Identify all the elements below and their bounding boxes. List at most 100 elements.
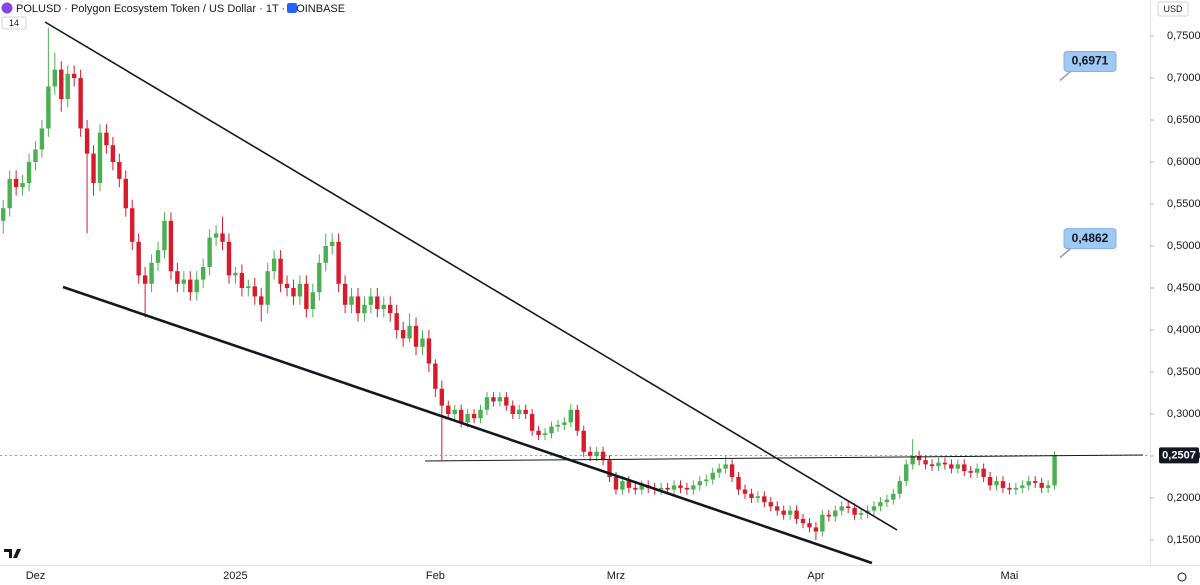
candle-body [394, 313, 399, 330]
x-tick-label: Feb [426, 570, 445, 582]
candle-body [162, 220, 167, 251]
candle-body [923, 460, 928, 465]
candle-body [974, 468, 980, 473]
currency-label: USD [1163, 4, 1183, 14]
x-tick-label: Mai [1001, 570, 1019, 582]
candle-body [742, 489, 748, 494]
candle-body [517, 409, 522, 414]
candle-body [304, 283, 309, 309]
candle-body [7, 178, 12, 209]
candle-body [1052, 455, 1057, 486]
y-tick-label: 0,7500 [1167, 30, 1200, 42]
candle-body [929, 464, 935, 467]
candle-body [259, 296, 264, 305]
candle-body [755, 496, 761, 498]
y-tick-label: 0,5500 [1167, 198, 1200, 210]
candle-body [181, 279, 187, 284]
candle-body [220, 233, 225, 242]
candle-body [20, 183, 25, 188]
settings-icon[interactable] [1177, 572, 1187, 582]
candle-body [271, 258, 277, 272]
candle-body [529, 413, 535, 431]
candle-body [684, 487, 690, 490]
candle-body [587, 451, 593, 456]
candle-body [678, 485, 683, 488]
candle-body [994, 481, 999, 486]
candle-body [284, 283, 290, 289]
candle-body [233, 272, 238, 276]
candle-body [342, 283, 348, 305]
candle-body [762, 496, 767, 503]
y-tick-label: 0,6000 [1167, 156, 1200, 168]
candle-body [768, 502, 773, 507]
annotation-box [1063, 50, 1117, 72]
candle-body [65, 73, 70, 100]
candle-body [117, 162, 122, 179]
candle-body [942, 462, 948, 465]
candle-body [826, 514, 832, 517]
candle-body [142, 275, 148, 284]
x-tick-label: Apr [807, 570, 824, 582]
candle-body [691, 485, 696, 490]
candle-body [749, 493, 754, 498]
currency-box[interactable] [1157, 1, 1189, 17]
candle-body [194, 279, 199, 293]
candle-body [794, 510, 799, 519]
candle-body [484, 397, 490, 410]
y-tick-label: 0,6500 [1167, 114, 1200, 126]
candle-body [904, 464, 909, 482]
candle-body [968, 471, 973, 473]
candle-body [175, 271, 180, 284]
candle-body [884, 499, 890, 503]
last-price-box [1159, 447, 1199, 464]
indicator-badge-box[interactable] [1, 16, 27, 30]
support-line [424, 454, 1144, 462]
candle-body [136, 241, 141, 276]
y-tick-label: 0,7000 [1167, 72, 1200, 84]
candle-body [388, 304, 393, 314]
flag-icon[interactable] [287, 3, 297, 13]
candle-body [433, 363, 438, 389]
candle-body [1039, 482, 1044, 488]
candle-body [291, 288, 296, 297]
candle-body [71, 73, 77, 79]
candle-body [575, 409, 580, 431]
annotation-label: 0,4862 [1072, 231, 1109, 245]
candle-body [594, 451, 599, 456]
candle-body [716, 468, 722, 473]
candle-body [852, 508, 857, 515]
candle-body [871, 506, 877, 511]
candle-body [729, 464, 735, 477]
candle-body [736, 476, 741, 490]
candle-body [542, 433, 548, 435]
candle-body [536, 430, 541, 435]
candle-body [465, 413, 470, 423]
candle-body [658, 487, 664, 490]
candle-body [1026, 481, 1031, 486]
candle-body [246, 286, 251, 289]
candle-body [278, 258, 283, 284]
candle-body [626, 481, 632, 488]
candle-body [188, 279, 193, 293]
candle-body [820, 514, 825, 532]
symbol-icon [1, 2, 13, 14]
candle-body [39, 128, 45, 150]
candle-body [981, 468, 986, 477]
candle-body [497, 397, 503, 402]
y-tick-label: 0,1500 [1167, 534, 1200, 546]
x-tick-label: Mrz [607, 570, 625, 582]
candle-body [697, 481, 703, 486]
x-tick-label: 2025 [223, 570, 247, 582]
candle-body [252, 286, 257, 297]
candle-body [607, 460, 612, 477]
candle-body [665, 487, 670, 490]
candle-body [916, 455, 922, 461]
candle-body [639, 485, 644, 490]
candle-body [336, 241, 341, 284]
candle-body [446, 405, 451, 414]
candle-body [104, 132, 109, 146]
y-tick-label: 0,4500 [1167, 282, 1200, 294]
candle-body [1045, 485, 1051, 488]
candle-body [633, 487, 638, 490]
